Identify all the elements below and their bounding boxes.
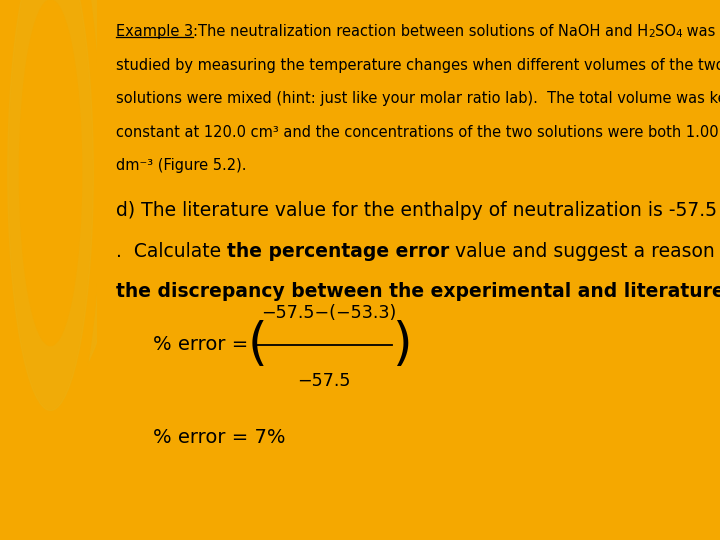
Circle shape bbox=[8, 0, 94, 410]
Circle shape bbox=[12, 0, 128, 378]
Text: 4: 4 bbox=[676, 29, 683, 39]
Circle shape bbox=[19, 0, 81, 346]
Text: ): ) bbox=[392, 320, 411, 369]
Text: −57.5: −57.5 bbox=[297, 372, 351, 389]
Text: the percentage error: the percentage error bbox=[227, 242, 449, 261]
Text: solutions were mixed (hint: just like your molar ratio lab).  The total volume w: solutions were mixed (hint: just like yo… bbox=[116, 91, 720, 106]
Text: (: ( bbox=[247, 320, 267, 369]
Circle shape bbox=[0, 0, 101, 454]
Text: constant at 120.0 cm³ and the concentrations of the two solutions were both 1.00: constant at 120.0 cm³ and the concentrat… bbox=[116, 125, 720, 140]
Text: SO: SO bbox=[654, 24, 676, 39]
Text: was: was bbox=[683, 24, 716, 39]
Text: dm⁻³ (Figure 5.2).: dm⁻³ (Figure 5.2). bbox=[116, 158, 246, 173]
Text: the discrepancy between the experimental and literature values.: the discrepancy between the experimental… bbox=[116, 282, 720, 301]
Text: value and suggest a reason for: value and suggest a reason for bbox=[449, 242, 720, 261]
Text: .  Calculate: . Calculate bbox=[116, 242, 227, 261]
Text: % error =: % error = bbox=[153, 335, 248, 354]
Text: Example 3: Example 3 bbox=[116, 24, 193, 39]
Text: d) The literature value for the enthalpy of neutralization is -57.5 kJ mol: d) The literature value for the enthalpy… bbox=[116, 201, 720, 220]
Text: studied by measuring the temperature changes when different volumes of the two: studied by measuring the temperature cha… bbox=[116, 58, 720, 73]
Text: −57.5−(−53.3): −57.5−(−53.3) bbox=[261, 304, 396, 322]
Text: :The neutralization reaction between solutions of NaOH and H: :The neutralization reaction between sol… bbox=[193, 24, 648, 39]
Text: % error = 7%: % error = 7% bbox=[153, 428, 286, 447]
Text: 2: 2 bbox=[648, 29, 654, 39]
